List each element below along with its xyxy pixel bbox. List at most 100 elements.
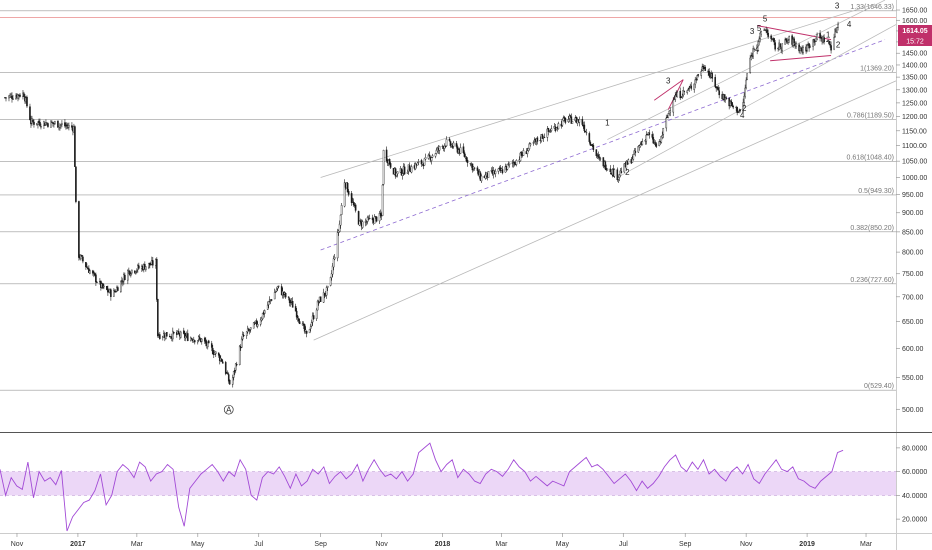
time-tick-label: 2018	[435, 541, 451, 548]
candle-body	[787, 40, 789, 43]
candle-body	[184, 335, 187, 339]
price-axis[interactable]: 500.00 550.00 600.00 650.00 700.00 750.00 800.…	[896, 0, 927, 550]
candle-body	[74, 126, 76, 167]
candle-body	[352, 202, 355, 206]
candle-body	[785, 38, 787, 42]
candle-body	[298, 321, 301, 325]
candle-body	[357, 211, 360, 225]
candle-body	[308, 329, 311, 334]
candle-body	[220, 358, 223, 362]
candle-body	[59, 124, 61, 128]
candle-body	[829, 44, 831, 46]
candle-body	[578, 118, 581, 123]
candle-body	[757, 41, 759, 46]
candle-body	[233, 370, 236, 372]
wave-label: 3	[750, 27, 755, 36]
candle-body	[95, 274, 97, 283]
candle-body	[508, 162, 511, 165]
candle-body	[494, 170, 497, 174]
candle-body	[444, 146, 447, 148]
wave-label: 5	[763, 14, 768, 23]
candle-body	[648, 132, 651, 135]
candle-body	[718, 90, 720, 96]
candle-body	[64, 122, 66, 127]
time-tick-label: May	[191, 541, 205, 548]
price-badge-time: 15:72	[906, 39, 924, 46]
candle-body	[270, 299, 273, 301]
candle-body	[609, 168, 612, 173]
candle-body	[700, 71, 703, 76]
candle-body	[641, 141, 644, 145]
channel-upper-line	[320, 3, 876, 178]
rsi-axis[interactable]: 20.0000 40.0000 60.0000 80.0000	[896, 445, 927, 524]
candle-body	[12, 98, 14, 100]
candle-body	[570, 116, 573, 124]
candle-body	[731, 102, 733, 107]
candle-body	[117, 287, 119, 291]
candle-body	[448, 138, 451, 141]
candle-body	[639, 144, 642, 147]
candle-body	[200, 338, 203, 342]
candle-body	[431, 155, 434, 158]
candle-body	[277, 285, 280, 287]
candle-body	[129, 270, 131, 275]
candle-body	[340, 205, 343, 215]
candle-body	[54, 121, 56, 124]
candle-body	[513, 161, 516, 165]
candle-body	[773, 38, 775, 43]
candle-body	[312, 315, 315, 320]
price-tick-label: 1450.00	[902, 51, 927, 58]
price-tick-label: 1650.00	[902, 8, 927, 15]
candle-body	[273, 292, 276, 300]
candle-body	[274, 291, 277, 293]
candle-body	[375, 216, 378, 222]
candle-body	[309, 326, 312, 329]
price-tick-label: 850.00	[902, 229, 924, 236]
candle-body	[325, 287, 328, 296]
price-tick-label: 1000.00	[902, 175, 927, 182]
candle-body	[193, 340, 196, 343]
candle-body	[86, 266, 88, 268]
candle-body	[696, 75, 699, 80]
candle-body	[32, 119, 34, 123]
candle-body	[368, 218, 371, 220]
candle-body	[33, 121, 35, 125]
wave-label: A	[226, 406, 232, 415]
inner-channel-upper-line	[607, 0, 886, 140]
candle-body	[836, 27, 838, 34]
time-axis[interactable]: Nov 2017 Mar May Jul Sep Nov 2018 Mar May Jul Sep No…	[11, 533, 873, 548]
candle-body	[78, 201, 80, 258]
candle-body	[134, 270, 136, 273]
candle-body	[37, 121, 39, 125]
candle-body	[597, 154, 600, 157]
candle-body	[166, 332, 168, 337]
price-tick-label: 900.00	[902, 210, 924, 217]
candle-body	[400, 168, 403, 176]
candle-body	[585, 132, 588, 134]
candle-body	[543, 137, 546, 139]
wave-label: 1	[605, 119, 610, 128]
candle-body	[75, 166, 77, 202]
candle-body	[310, 322, 313, 327]
candle-body	[568, 115, 571, 119]
candle-body	[711, 73, 714, 79]
candle-body	[739, 109, 741, 111]
candle-body	[828, 40, 830, 44]
candle-body	[667, 113, 670, 118]
candle-body	[240, 338, 243, 348]
candle-body	[466, 159, 469, 163]
candle-body	[408, 165, 411, 171]
price-tick-label: 1200.00	[902, 114, 927, 121]
candle-body	[549, 131, 552, 133]
time-tick-label: Nov	[11, 541, 24, 548]
candle-body	[294, 306, 297, 312]
price-tick-label: 1150.00	[902, 128, 927, 135]
candle-body	[182, 330, 185, 334]
candle-body	[435, 149, 438, 154]
candle-body	[358, 220, 361, 226]
candle-body	[655, 143, 658, 147]
candle-body	[547, 128, 550, 132]
candle-body	[452, 142, 455, 147]
